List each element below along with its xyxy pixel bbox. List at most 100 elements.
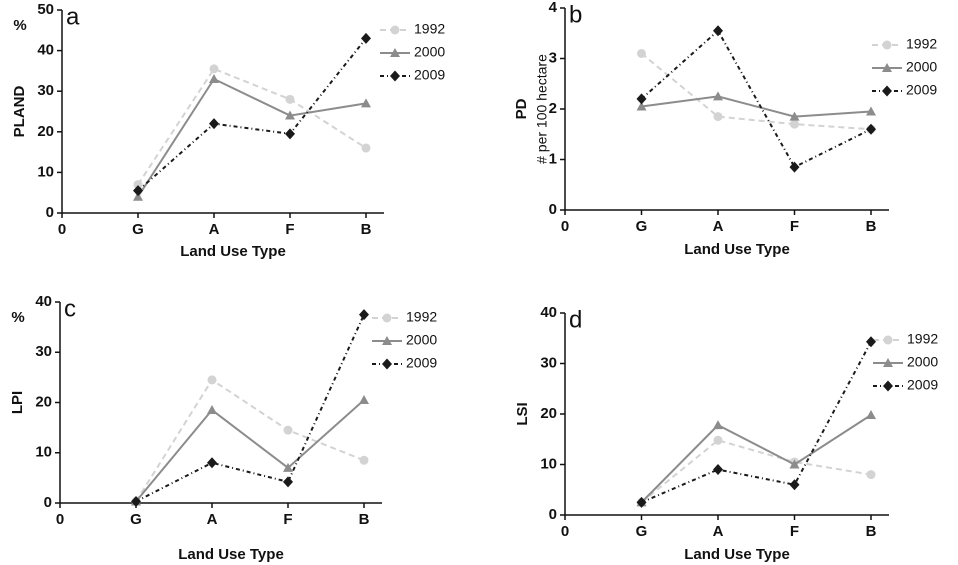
series-line xyxy=(640,29,872,169)
y-tick-label: 10 xyxy=(540,455,557,472)
legend-label: 1992 xyxy=(906,36,937,52)
marker xyxy=(866,106,876,116)
legend-label: 1992 xyxy=(406,309,437,325)
y-tick-label: 0 xyxy=(46,204,54,221)
marker xyxy=(789,111,800,121)
y-tick-label: 20 xyxy=(37,123,54,140)
y-tick-label: 30 xyxy=(540,354,557,371)
y-tick-label: 4 xyxy=(549,0,558,16)
y-tick-label: 0 xyxy=(549,201,557,218)
marker xyxy=(882,85,892,97)
y-tick-label: 2 xyxy=(549,100,557,117)
x-tick-label: B xyxy=(866,218,877,235)
x-tick-label: B xyxy=(361,221,372,238)
marker xyxy=(390,25,400,35)
legend-label: 2000 xyxy=(906,59,937,75)
marker xyxy=(382,358,392,370)
marker xyxy=(789,459,800,469)
marker xyxy=(390,70,400,82)
series-line xyxy=(135,399,365,503)
series-line xyxy=(137,77,367,198)
x-tick-label: B xyxy=(359,511,370,528)
y-tick-label: 1 xyxy=(549,150,557,167)
y-axis-title: PLAND xyxy=(11,86,28,138)
marker xyxy=(283,425,293,435)
marker xyxy=(361,143,371,153)
marker xyxy=(285,128,295,140)
marker xyxy=(882,40,892,50)
legend-label: 2000 xyxy=(907,354,938,370)
marker xyxy=(133,191,143,201)
marker xyxy=(382,336,392,345)
legend-label: 2009 xyxy=(907,377,938,393)
marker xyxy=(882,63,892,72)
marker xyxy=(382,313,392,323)
marker xyxy=(209,64,219,74)
x-tick-label: A xyxy=(713,218,724,235)
series-line xyxy=(640,52,872,131)
y-tick-label: 40 xyxy=(35,293,52,310)
y-tick-label: 50 xyxy=(37,1,54,18)
x-tick-label: 0 xyxy=(58,221,66,238)
y-tick-label: 10 xyxy=(35,444,52,461)
marker xyxy=(636,496,647,508)
marker xyxy=(789,161,800,173)
x-axis-title: Land Use Type xyxy=(684,546,790,563)
legend-label: 2000 xyxy=(414,44,445,60)
x-tick-label: 0 xyxy=(561,523,569,540)
marker xyxy=(359,394,369,404)
series-line xyxy=(640,439,872,504)
marker xyxy=(283,462,293,472)
marker xyxy=(133,180,143,190)
x-tick-label: G xyxy=(132,221,144,238)
series-line xyxy=(137,67,367,186)
panel-label: a xyxy=(66,3,80,30)
marker xyxy=(133,185,143,197)
marker xyxy=(713,25,723,37)
marker xyxy=(207,405,217,415)
marker xyxy=(283,476,293,488)
marker xyxy=(713,464,723,476)
x-tick-label: G xyxy=(636,218,648,235)
marker xyxy=(637,48,646,58)
series-line xyxy=(135,314,365,503)
legend-label: 1992 xyxy=(907,331,938,347)
x-tick-label: F xyxy=(790,523,799,540)
marker xyxy=(209,118,219,130)
marker xyxy=(359,309,369,321)
y-axis-title: LSI xyxy=(514,402,531,425)
marker xyxy=(390,48,400,57)
marker xyxy=(866,470,876,480)
marker xyxy=(866,410,876,420)
y-unit: % xyxy=(11,309,24,326)
legend-label: 2000 xyxy=(406,332,437,348)
y-tick-label: 20 xyxy=(35,393,52,410)
y-axis-title: PD xyxy=(513,98,530,119)
y-tick-label: 20 xyxy=(540,405,557,422)
x-axis-title: Land Use Type xyxy=(684,241,790,258)
y-tick-label: 3 xyxy=(549,49,557,66)
y-tick-label: 40 xyxy=(37,42,54,59)
x-tick-label: A xyxy=(207,511,218,528)
marker xyxy=(361,98,371,108)
marker xyxy=(636,93,647,105)
x-tick-label: A xyxy=(713,523,724,540)
legend-label: 2009 xyxy=(414,67,445,83)
marker xyxy=(207,457,217,469)
series-line xyxy=(137,37,367,192)
x-axis-title: Land Use Type xyxy=(180,243,286,260)
marker xyxy=(361,32,371,44)
y-unit: # per 100 hectare xyxy=(534,54,550,164)
panel-label: d xyxy=(569,306,582,333)
marker xyxy=(883,358,893,367)
y-tick-label: 10 xyxy=(37,163,54,180)
x-tick-label: 0 xyxy=(56,511,64,528)
marker xyxy=(883,335,893,345)
marker xyxy=(713,112,723,122)
x-tick-label: F xyxy=(283,511,292,528)
x-axis-title: Land Use Type xyxy=(178,546,284,563)
y-tick-label: 0 xyxy=(44,494,52,511)
y-unit: % xyxy=(13,17,26,34)
series-line xyxy=(135,378,365,503)
